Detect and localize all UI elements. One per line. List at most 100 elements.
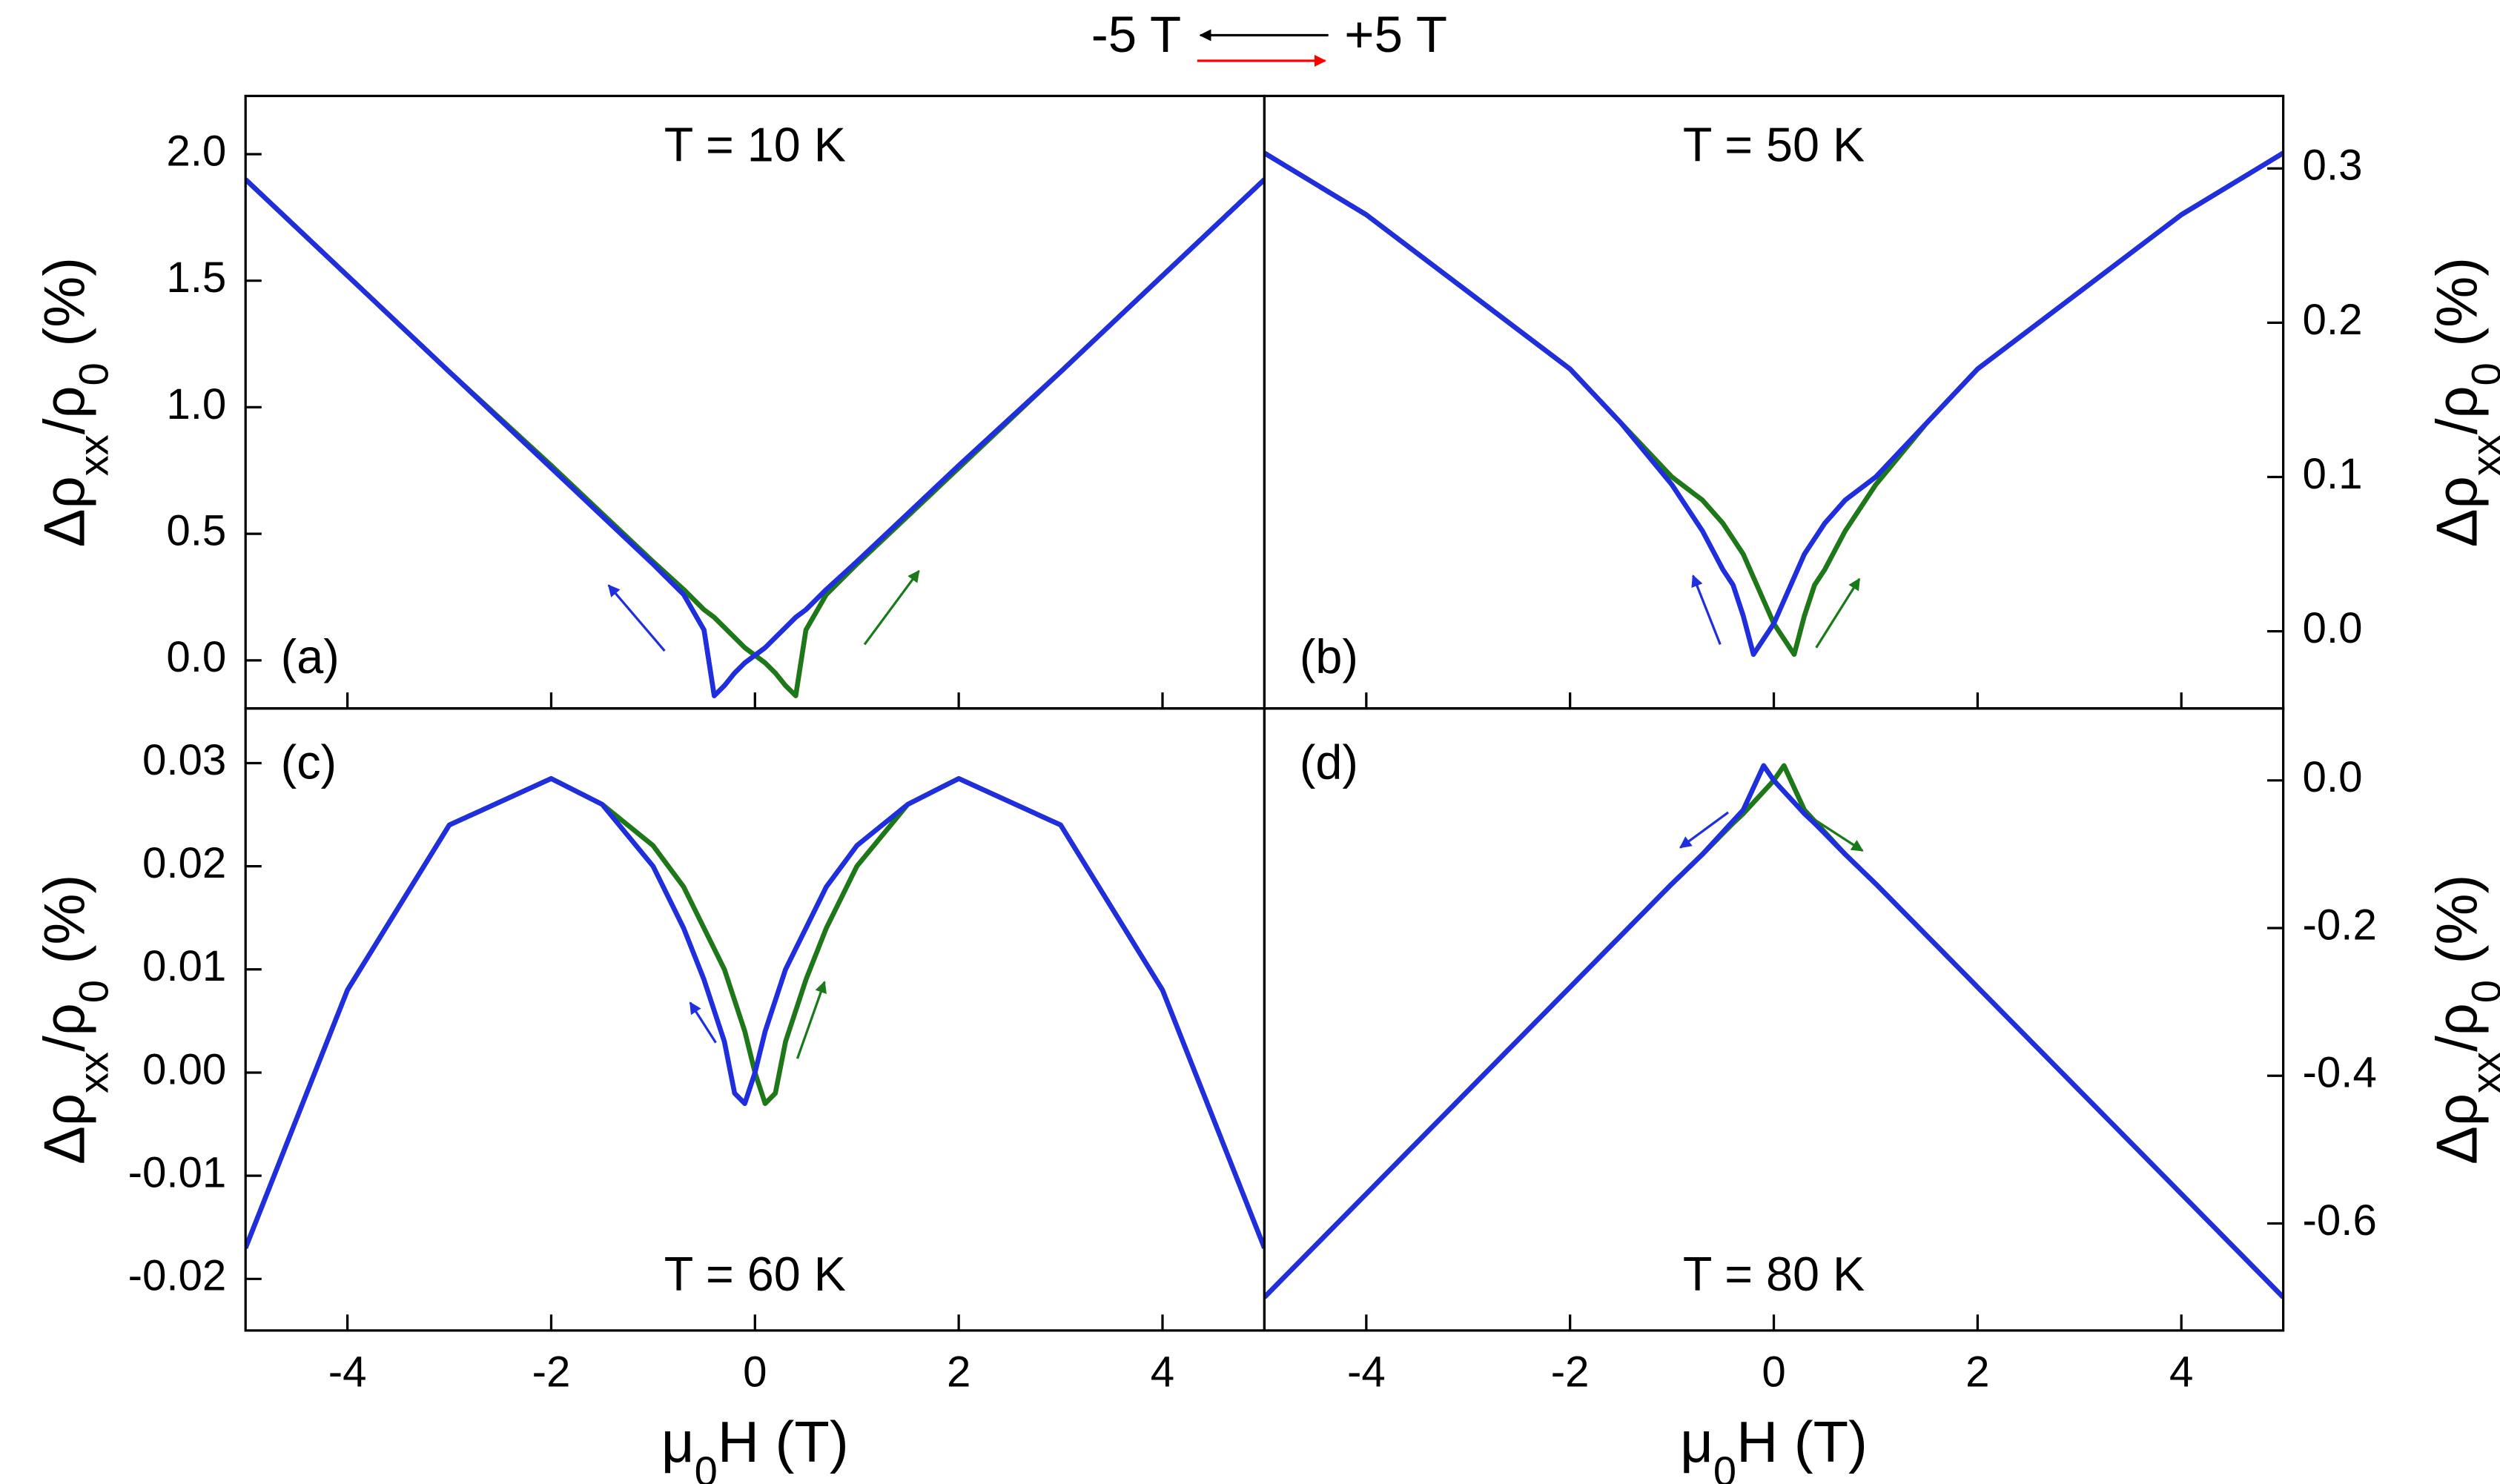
x-tick-label: 2 (1965, 1348, 1989, 1397)
y-tick-label: 0.0 (166, 633, 226, 681)
label-part: /ρ (2426, 385, 2490, 434)
label-part: (%) (33, 875, 96, 980)
y-tick-label: 1.5 (166, 254, 226, 302)
series-line (245, 776, 1265, 1249)
label-part: H (T) (1736, 1411, 1868, 1474)
label-part: 0 (70, 980, 116, 1003)
annotation: T = 10 K (664, 118, 846, 172)
y-tick-label: 0.0 (2303, 753, 2363, 801)
plot-frame (1263, 94, 2285, 710)
series-line (1264, 150, 2284, 657)
arrow (1691, 574, 1722, 645)
label-part: μ (1680, 1411, 1713, 1474)
y-axis-label: Δρxx/ρ0 (%) (2426, 875, 2500, 1165)
label-part: /ρ (2426, 1003, 2490, 1052)
plot-frame (1263, 707, 2285, 1332)
x-tick-label: 0 (743, 1348, 767, 1397)
label-part: /ρ (33, 1003, 96, 1052)
label-part: μ (661, 1411, 695, 1474)
arrow (607, 584, 666, 652)
label-part: 0 (2462, 362, 2500, 385)
x-tick-label: -2 (1551, 1348, 1590, 1397)
y-tick-label: -0.01 (128, 1149, 227, 1197)
y-axis-label: Δρxx/ρ0 (%) (33, 257, 116, 547)
x-tick-label: -2 (532, 1348, 571, 1397)
series-line (1264, 763, 2284, 1299)
series-line (1264, 763, 2284, 1299)
label-part: Δρ (2426, 1093, 2490, 1165)
x-tick-label: 4 (1151, 1348, 1174, 1397)
y-tick-label: 0.03 (142, 736, 226, 784)
y-tick-label: 0.02 (142, 839, 226, 887)
y-tick-label: 0.00 (142, 1045, 226, 1093)
series-line (1264, 763, 2284, 1299)
panel-label: (a) (281, 629, 340, 683)
label-part: 0 (695, 1447, 718, 1484)
label-part: /ρ (33, 385, 96, 434)
series-line (245, 177, 1265, 698)
panel: 0.0 0.1 0.2 0.3 Δρxx/ρ0 (%) T = 50 K (b) (1263, 94, 2500, 710)
y-tick-label: -0.2 (2303, 901, 2377, 949)
label-part: xx (70, 1052, 116, 1093)
y-tick-label: 0.1 (2303, 450, 2363, 498)
x-axis-label: μ0H (T) (1680, 1411, 1868, 1484)
arrow (796, 981, 827, 1059)
series-line (1264, 150, 2284, 657)
label-part: Δρ (2426, 476, 2490, 547)
label-part: H (T) (718, 1411, 849, 1474)
label-part: 0 (1713, 1447, 1736, 1484)
legend-label: -5 T (1091, 6, 1181, 63)
series-line (245, 776, 1265, 1249)
y-tick-label: -0.4 (2303, 1049, 2377, 1097)
label-part: (%) (2426, 875, 2490, 980)
panel-label: (d) (1300, 735, 1358, 789)
label-part: 0 (2462, 980, 2500, 1003)
arrow (1679, 811, 1729, 849)
y-tick-label: 0.2 (2303, 296, 2363, 344)
arrow (863, 569, 920, 646)
arrow (689, 1001, 717, 1044)
series-line (245, 776, 1265, 1249)
label-part: (%) (33, 257, 96, 362)
series-line (245, 177, 1265, 698)
arrow (1815, 577, 1861, 649)
y-tick-label: -0.6 (2303, 1196, 2377, 1245)
label-part: xx (70, 434, 116, 476)
y-tick-label: 0.5 (166, 507, 226, 555)
x-tick-label: 4 (2169, 1348, 2193, 1397)
series-line (1264, 150, 2284, 657)
y-tick-label: 1.0 (166, 380, 226, 428)
sweep-arrows (607, 569, 1864, 1059)
y-tick-label: -0.02 (128, 1252, 227, 1300)
plot-frame (244, 94, 1266, 710)
annotation: T = 50 K (1683, 118, 1865, 172)
y-axis-label: Δρxx/ρ0 (%) (2426, 257, 2500, 547)
panel-label: (b) (1300, 629, 1358, 683)
panel: 0.0 0.5 1.0 1.5 2.0 Δρxx/ρ0 (%) T = 10 K (a) (33, 94, 1266, 710)
plot-frame (244, 707, 1266, 1332)
series-line (245, 177, 1265, 698)
series-line (245, 177, 1265, 698)
y-tick-label: 0.01 (142, 942, 226, 990)
label-part: Δρ (33, 476, 96, 547)
panel-label: (c) (281, 735, 337, 789)
x-tick-label: -4 (1347, 1348, 1386, 1397)
series-line (1264, 150, 2284, 657)
legend-label: +5 T (1344, 6, 1447, 63)
label-part: xx (2462, 434, 2500, 476)
y-tick-label: 0.0 (2303, 604, 2363, 652)
label-part: xx (2462, 1052, 2500, 1093)
series-line (1264, 763, 2284, 1299)
x-axis-label: μ0H (T) (661, 1411, 849, 1484)
y-axis-label: Δρxx/ρ0 (%) (33, 875, 116, 1165)
y-tick-label: 2.0 (166, 127, 226, 175)
x-tick-label: 2 (947, 1348, 970, 1397)
x-tick-label: 0 (1762, 1348, 1785, 1397)
x-tick-label: -4 (328, 1348, 367, 1397)
label-part: 0 (70, 362, 116, 385)
label-part: Δρ (33, 1093, 96, 1165)
